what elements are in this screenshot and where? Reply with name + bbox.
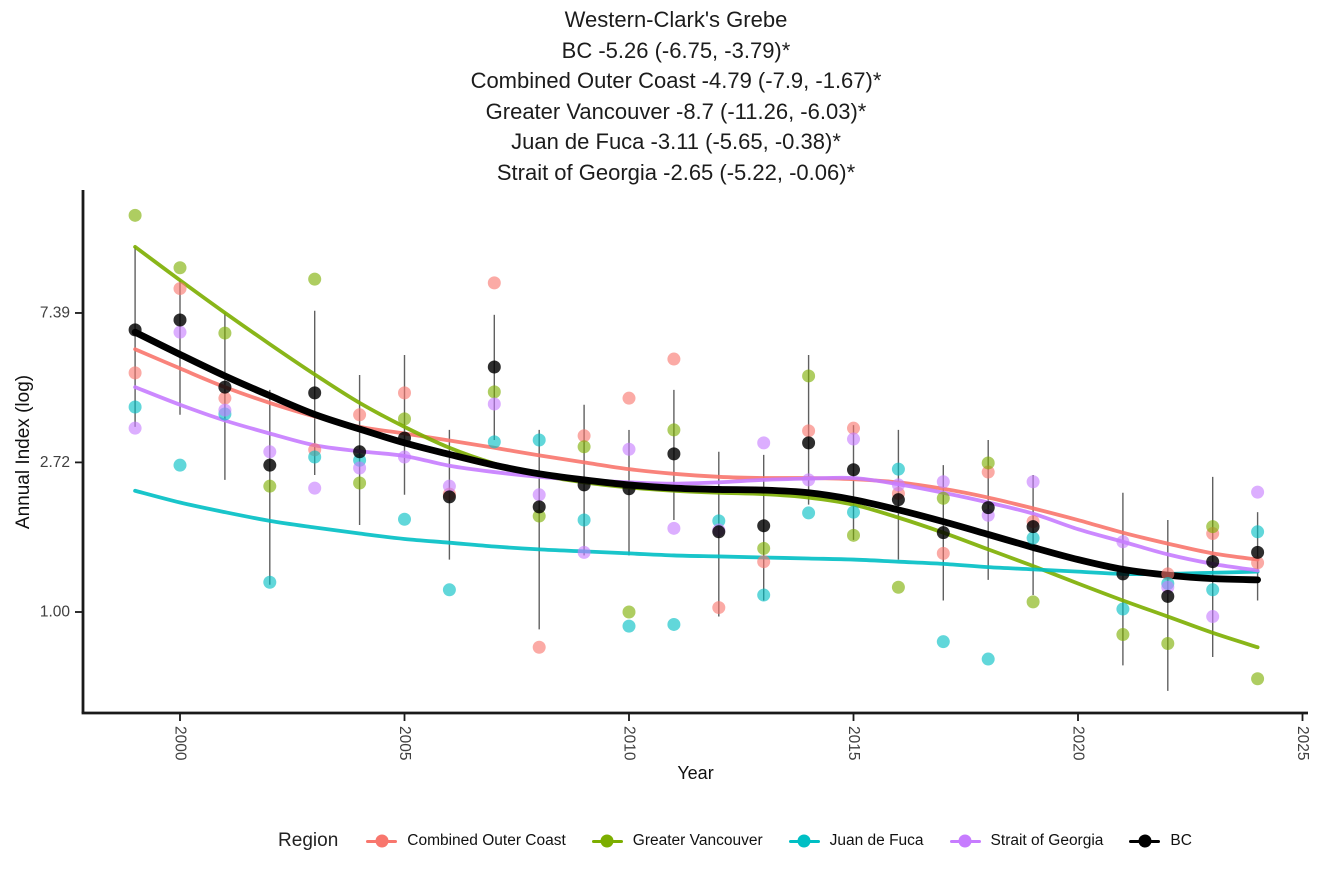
figure-title-block: Western-Clark's Grebe BC -5.26 (-6.75, -… (32, 5, 1320, 188)
legend-item-greater-vancouver: Greater Vancouver (591, 832, 763, 850)
trend-stat-line-strait-of-georgia: Strait of Georgia -2.65 (-5.22, -0.06)* (496, 159, 856, 185)
legend-label: Combined Outer Coast (407, 832, 566, 849)
points-greater-vancouver (128, 208, 1265, 686)
trend-line-bc (131, 328, 1261, 584)
svg-text:7.39: 7.39 (40, 304, 70, 321)
trend-stat-line-juan-de-fuca: Juan de Fuca -3.11 (-5.65, -0.38)* (511, 129, 841, 154)
legend-title: Region (278, 830, 339, 851)
legend-key-point-line-icon (591, 834, 623, 849)
legend-key-point-line-icon (366, 834, 398, 849)
y-axis-ticks: 7.39 2.72 1.00 (40, 304, 83, 621)
legend-key-point-line-icon (949, 834, 981, 849)
legend-label: Strait of Georgia (990, 832, 1104, 849)
legend-label: BC (1170, 832, 1192, 849)
x-axis-title: Year (677, 763, 714, 783)
legend-label: Juan de Fuca (829, 832, 924, 849)
trend-line-juan-de-fuca (133, 488, 1260, 577)
points-juan-de-fuca (128, 400, 1265, 666)
svg-text:2.72: 2.72 (40, 454, 70, 471)
svg-text:2020: 2020 (1070, 726, 1087, 761)
legend-key-point-line-icon (1129, 834, 1161, 849)
legend-key-point-line-icon (788, 834, 820, 849)
svg-text:2000: 2000 (172, 726, 189, 761)
svg-text:2005: 2005 (396, 726, 413, 760)
trend-stat-line-bc: BC -5.26 (-6.75, -3.79)* (561, 37, 791, 63)
trend-line-greater-vancouver (133, 244, 1260, 650)
trend-line-combined-outer-coast (133, 347, 1260, 562)
svg-text:2015: 2015 (845, 726, 862, 760)
axes (81, 190, 1308, 715)
chart-title: Western-Clark's Grebe (564, 7, 788, 32)
points-bc (128, 313, 1265, 603)
points-combined-outer-coast (128, 276, 1265, 654)
svg-text:1.00: 1.00 (40, 604, 71, 621)
legend: Region Combined Outer Coast Greater Vanc… (150, 826, 1320, 856)
x-axis-ticks: 2000 2005 2010 2015 2020 2025 (172, 713, 1311, 761)
trend-stat-line-combined-outer-coast: Combined Outer Coast -4.79 (-7.9, -1.67)… (470, 68, 882, 93)
svg-text:2025: 2025 (1294, 726, 1311, 760)
bc-error-bars (134, 246, 1259, 691)
svg-text:2010: 2010 (621, 726, 638, 761)
trend-stat-line-greater-vancouver: Greater Vancouver -8.7 (-11.26, -6.03)* (485, 98, 867, 124)
legend-item-strait-of-georgia: Strait of Georgia (949, 832, 1104, 850)
legend-item-juan-de-fuca: Juan de Fuca (788, 832, 924, 850)
legend-item-bc: BC (1129, 832, 1192, 850)
legend-label: Greater Vancouver (632, 832, 763, 849)
legend-item-combined-outer-coast: Combined Outer Coast (366, 832, 566, 850)
y-axis-title: Annual Index (log) (13, 374, 34, 530)
